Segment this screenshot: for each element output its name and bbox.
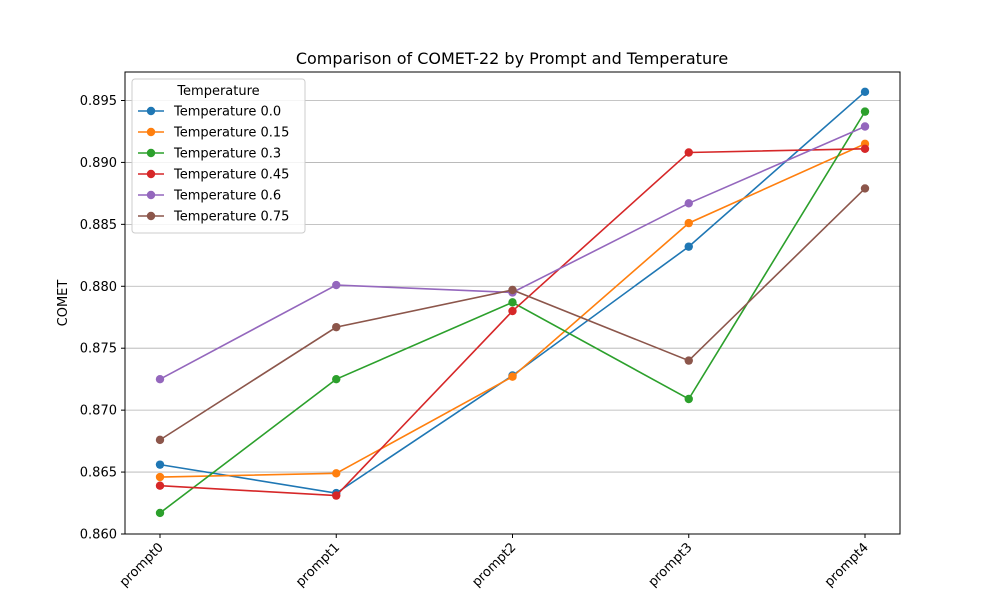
data-point bbox=[155, 374, 165, 384]
y-tick-label: 0.875 bbox=[80, 342, 117, 357]
chart-title: Comparison of COMET-22 by Prompt and Tem… bbox=[296, 49, 728, 68]
legend-box bbox=[131, 78, 306, 234]
legend-entry: Temperature 0.45 bbox=[173, 168, 289, 183]
data-point bbox=[332, 280, 341, 290]
y-tick-label: 0.885 bbox=[80, 218, 117, 233]
legend-swatch-marker bbox=[146, 148, 156, 158]
y-tick-label: 0.895 bbox=[80, 94, 117, 109]
data-point bbox=[332, 374, 341, 384]
data-point bbox=[860, 107, 870, 116]
data-point bbox=[155, 435, 165, 445]
data-point bbox=[860, 184, 870, 193]
data-point bbox=[332, 491, 341, 500]
legend-swatch-marker bbox=[146, 169, 156, 179]
data-point bbox=[860, 87, 870, 97]
data-point bbox=[155, 481, 165, 490]
legend-entry: Temperature 0.15 bbox=[173, 126, 289, 141]
data-point bbox=[684, 199, 693, 208]
y-axis-label: COMET bbox=[56, 280, 71, 327]
legend-swatch-marker bbox=[146, 127, 156, 137]
series-3 bbox=[155, 144, 870, 500]
data-point bbox=[684, 148, 693, 157]
legend-entry: Temperature 0.75 bbox=[173, 210, 289, 225]
data-point bbox=[155, 508, 165, 518]
series-5 bbox=[155, 184, 870, 445]
y-tick-label: 0.890 bbox=[80, 156, 117, 171]
data-point bbox=[332, 322, 341, 332]
data-point bbox=[508, 306, 517, 316]
data-point bbox=[508, 372, 517, 381]
series-lines bbox=[155, 87, 870, 518]
x-tick-label: prompt1 bbox=[293, 540, 343, 590]
legend-swatch-marker bbox=[146, 190, 156, 200]
legend: Temperature Temperature 0.0 Temperature 0.… bbox=[131, 78, 306, 234]
data-point bbox=[860, 122, 870, 131]
data-point bbox=[508, 298, 517, 307]
y-tick-label: 0.870 bbox=[80, 404, 117, 419]
y-tick-label: 0.880 bbox=[80, 280, 117, 295]
data-point bbox=[684, 394, 693, 404]
x-tick-label: prompt2 bbox=[469, 540, 519, 590]
data-point bbox=[860, 144, 870, 153]
data-point bbox=[508, 285, 517, 295]
legend-entry: Temperature 0.0 bbox=[173, 105, 281, 120]
data-point bbox=[684, 242, 693, 251]
legend-swatch-marker bbox=[146, 106, 156, 116]
data-point bbox=[332, 469, 341, 478]
data-point bbox=[684, 356, 693, 365]
x-tick-label: prompt4 bbox=[822, 540, 872, 590]
y-axis: 0.860 0.865 0.870 0.875 0.880 0.885 0.890 0.895 bbox=[80, 94, 125, 543]
legend-entry: Temperature 0.6 bbox=[173, 189, 281, 204]
data-point bbox=[155, 472, 165, 482]
x-axis: prompt0 prompt1 prompt2 prompt3 prompt4 bbox=[117, 534, 872, 590]
legend-title: Temperature bbox=[176, 84, 259, 99]
legend-swatch-marker bbox=[146, 211, 156, 221]
y-tick-label: 0.860 bbox=[80, 528, 117, 543]
data-point bbox=[684, 218, 693, 228]
x-tick-label: prompt3 bbox=[646, 540, 696, 590]
data-point bbox=[155, 460, 165, 469]
legend-entry: Temperature 0.3 bbox=[173, 147, 281, 162]
y-tick-label: 0.865 bbox=[80, 466, 117, 481]
x-tick-label: prompt0 bbox=[117, 540, 167, 590]
